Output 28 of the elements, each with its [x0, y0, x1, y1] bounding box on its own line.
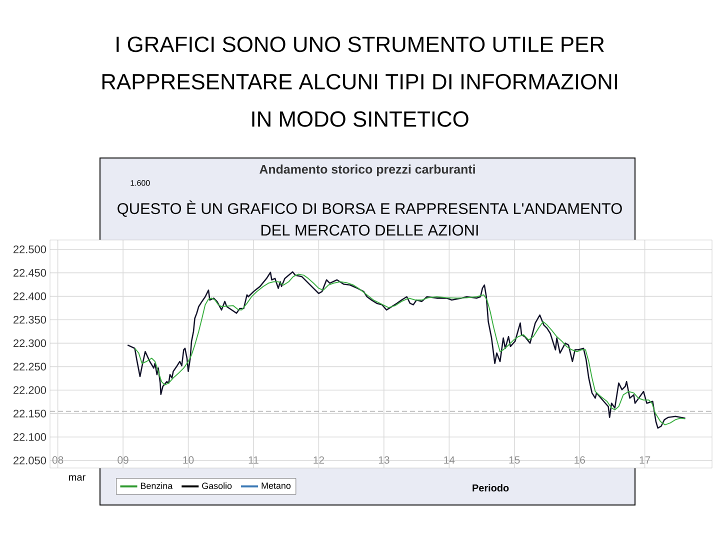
text: mar [69, 475, 86, 481]
x-tick-label: 14 [444, 456, 455, 464]
x-tick-label: 08 [52, 456, 64, 464]
x-tick-label: 10 [183, 456, 194, 464]
x-tick-label: 17 [640, 456, 650, 464]
y-tick-label: 22.150 [14, 410, 46, 418]
y-tick-label: 22.050 [14, 456, 46, 464]
legend-label: Gasolio [202, 482, 232, 490]
text: QUESTO È UN GRAFICO DI BORSA E RAPPRESENTA L'ANDAMENTO DEL MERCATO DELLE AZIONI [118, 200, 622, 236]
chart-title: I GRAFICI SONO UNO STRUMENTO UTILE PER RAPPRESENTARE ALCUNI TIPI DI INFORMAZIONI IN MODO SINTETICO [102, 36, 617, 127]
y-tick-label: 22.400 [14, 292, 46, 300]
legend-label: Benzina [140, 482, 173, 490]
x-tick-label: 12 [314, 456, 324, 464]
y-tick-label: 22.250 [14, 362, 46, 371]
text: Andamento storico prezzi carburanti [260, 164, 475, 176]
x-tick-label: 15 [509, 456, 520, 464]
legend-label: Metano [262, 482, 291, 489]
y-tick-label: 22.500 [14, 246, 46, 254]
x-tick-label: 11 [248, 456, 258, 464]
y-tick-label: 22.350 [14, 316, 46, 324]
y-tick-label: 22.200 [14, 386, 46, 394]
y-tick-label: 22.450 [14, 268, 46, 277]
x-tick-label: 09 [118, 456, 128, 464]
x-tick-label: 13 [378, 456, 390, 464]
text: Periodo [472, 484, 509, 492]
y-tick-label: 22.100 [14, 433, 46, 441]
y-tick-label: 22.300 [14, 339, 46, 348]
x-tick-label: 16 [574, 456, 585, 464]
